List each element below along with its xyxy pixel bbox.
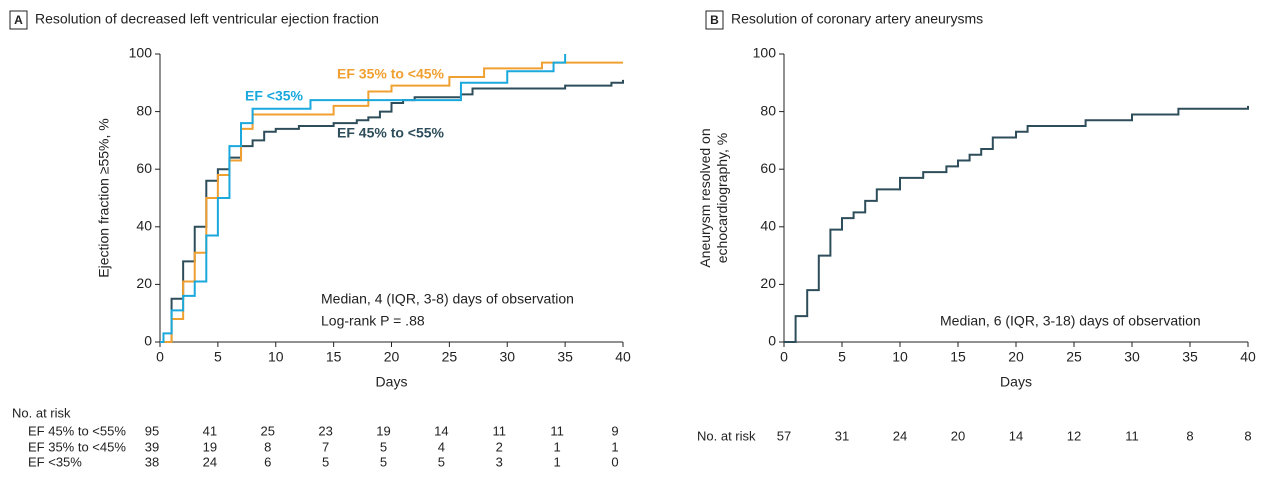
x-tick-label: 25 (1066, 349, 1082, 365)
risk-value: 24 (203, 454, 217, 469)
risk-value: 19 (376, 423, 390, 438)
x-tick-label: 40 (615, 349, 631, 365)
panel-box (705, 10, 724, 30)
risk-table-title: No. at risk (12, 405, 71, 420)
risk-value: 5 (438, 454, 445, 469)
y-tick-label: 20 (136, 275, 152, 291)
y-tick-label: 20 (760, 275, 776, 291)
risk-value: 7 (322, 439, 329, 454)
y-axis-label: Aneurysm resolved on (697, 128, 713, 267)
risk-value: 8 (1244, 428, 1251, 443)
risk-row-label: EF <35% (28, 454, 82, 469)
risk-value: 5 (380, 439, 387, 454)
y-tick-label: 80 (760, 102, 776, 118)
step-line (160, 54, 567, 343)
x-tick-label: 15 (326, 349, 342, 365)
risk-value: 8 (1186, 428, 1193, 443)
risk-value: 95 (145, 423, 159, 438)
risk-value: 5 (322, 454, 329, 469)
x-tick-label: 40 (1240, 349, 1256, 365)
risk-value: 20 (951, 428, 965, 443)
risk-row-label: EF 45% to <55% (28, 423, 126, 438)
x-tick-label: 5 (838, 349, 846, 365)
risk-value: 4 (438, 439, 445, 454)
risk-value: 14 (1009, 428, 1023, 443)
risk-value: 5 (380, 454, 387, 469)
risk-value: 6 (264, 454, 271, 469)
y-tick-label: 100 (753, 45, 777, 61)
risk-value: 8 (264, 439, 271, 454)
y-tick-label: 60 (136, 160, 152, 176)
series-label: EF <35% (245, 88, 304, 104)
y-tick-label: 60 (760, 160, 776, 176)
x-axis-label: Days (376, 374, 408, 390)
risk-value: 12 (1067, 428, 1081, 443)
x-tick-label: 30 (499, 349, 515, 365)
risk-value: 23 (318, 423, 332, 438)
risk-value: 2 (496, 439, 503, 454)
x-tick-label: 5 (214, 349, 222, 365)
y-axis-label: echocardiography, % (714, 133, 730, 263)
risk-value: 11 (493, 423, 507, 438)
risk-value: 39 (145, 439, 159, 454)
x-tick-label: 15 (950, 349, 966, 365)
risk-value: 11 (550, 423, 564, 438)
step-line (784, 105, 1249, 343)
risk-value: 38 (145, 454, 159, 469)
panel-label: B (710, 13, 719, 27)
risk-value: 1 (611, 439, 618, 454)
panel-label: A (14, 13, 23, 27)
x-tick-label: 0 (780, 349, 788, 365)
y-tick-label: 80 (136, 102, 152, 118)
x-tick-label: 0 (156, 349, 164, 365)
series-label: EF 35% to <45% (337, 66, 445, 82)
risk-value: 1 (554, 439, 561, 454)
annotation: Log-rank P = .88 (321, 313, 425, 329)
risk-value: 31 (835, 428, 849, 443)
y-tick-label: 40 (136, 218, 152, 234)
x-tick-label: 10 (268, 349, 284, 365)
y-tick-label: 0 (768, 333, 776, 349)
risk-value: 1 (554, 454, 561, 469)
x-tick-label: 10 (892, 349, 908, 365)
risk-value: 9 (611, 423, 618, 438)
series-label: EF 45% to <55% (337, 125, 445, 141)
y-axis-label: Ejection fraction ≥55%, % (96, 118, 112, 277)
risk-value: 57 (777, 428, 791, 443)
panel-box (9, 10, 28, 30)
x-tick-label: 20 (384, 349, 400, 365)
y-tick-label: 40 (760, 218, 776, 234)
risk-value: 0 (611, 454, 618, 469)
y-tick-label: 100 (129, 45, 153, 61)
risk-value: 14 (434, 423, 448, 438)
x-axis-label: Days (1000, 374, 1032, 390)
chart-title: Resolution of decreased left ventricular… (35, 11, 379, 27)
x-tick-label: 20 (1008, 349, 1024, 365)
x-tick-label: 30 (1124, 349, 1140, 365)
x-tick-label: 35 (557, 349, 573, 365)
risk-value: 19 (203, 439, 217, 454)
x-tick-label: 25 (442, 349, 458, 365)
x-tick-label: 35 (1182, 349, 1198, 365)
risk-value: 3 (496, 454, 503, 469)
step-line (160, 79, 624, 343)
risk-row-label: EF 35% to <45% (28, 439, 126, 454)
risk-table-title: No. at risk (697, 428, 756, 443)
annotation: Median, 4 (IQR, 3-8) days of observation (321, 291, 574, 307)
risk-value: 11 (1125, 428, 1139, 443)
step-line (160, 61, 623, 343)
chart-title: Resolution of coronary artery aneurysms (731, 11, 983, 27)
y-tick-label: 0 (144, 333, 152, 349)
annotation: Median, 6 (IQR, 3-18) days of observatio… (940, 313, 1201, 329)
risk-value: 24 (893, 428, 907, 443)
risk-value: 41 (203, 423, 217, 438)
risk-value: 25 (261, 423, 275, 438)
